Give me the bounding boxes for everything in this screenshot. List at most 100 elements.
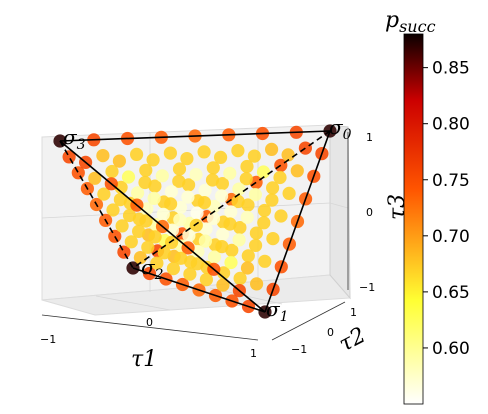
data-point [241, 198, 255, 212]
data-point [198, 234, 212, 248]
data-point [131, 186, 145, 200]
data-point [256, 165, 271, 179]
data-point [115, 219, 129, 233]
data-point [290, 164, 304, 178]
data-point [132, 224, 146, 238]
data-point [215, 189, 229, 203]
data-point [240, 159, 254, 174]
vertex-label: σ3 [63, 125, 86, 153]
data-point [274, 209, 288, 223]
data-point [172, 162, 187, 176]
data-point [190, 257, 204, 271]
data-point [88, 171, 102, 185]
data-point [281, 148, 295, 162]
data-point [206, 211, 221, 226]
colorbar-gradient [403, 33, 424, 405]
data-point [62, 150, 76, 164]
data-point [173, 200, 188, 215]
data-point [214, 150, 228, 164]
data-point [198, 183, 212, 197]
data-point [164, 197, 178, 211]
edge [264, 130, 331, 313]
vertex-label: σ2 [141, 255, 164, 283]
data-point [232, 233, 246, 247]
data-point [249, 238, 263, 252]
data-point [139, 163, 153, 177]
data-point [121, 170, 136, 184]
data-point [273, 170, 287, 185]
data-point [97, 187, 111, 201]
data-point [189, 218, 203, 232]
data-point [232, 182, 246, 196]
data-points [53, 124, 337, 319]
data-point [197, 196, 211, 210]
data-point [224, 205, 238, 219]
data-point [133, 251, 147, 265]
data-point [165, 235, 179, 249]
data-point [117, 245, 131, 259]
data-point [247, 149, 261, 163]
data-point [166, 262, 180, 276]
data-point [215, 240, 229, 254]
data-point [257, 203, 272, 218]
data-point [156, 207, 170, 221]
y-axis-label: τ2 [335, 323, 370, 357]
data-point [257, 216, 271, 230]
data-point [225, 243, 239, 257]
hidden-edge [59, 140, 134, 269]
data-point [233, 271, 247, 285]
data-point [105, 164, 119, 179]
vertex-label: σ1 [266, 297, 289, 325]
data-point [215, 177, 229, 191]
data-point [71, 166, 85, 180]
edge [59, 140, 266, 313]
z-tick-label: 0 [366, 206, 373, 219]
axis-lines [41, 132, 349, 341]
y-tick-labels: −1 0 1 [291, 306, 357, 356]
data-point [174, 251, 188, 265]
data-point [190, 206, 204, 220]
data-point [181, 190, 195, 204]
colorbar-tick-label: 0.80 [432, 115, 470, 135]
data-point [163, 146, 177, 160]
data-point [266, 181, 280, 195]
data-point [165, 223, 179, 237]
data-point [112, 154, 126, 168]
data-point [197, 145, 211, 159]
edge [59, 130, 331, 142]
data-point [189, 167, 203, 182]
data-point [266, 232, 280, 246]
colorbar-tick-label: 0.60 [432, 339, 470, 359]
data-point [239, 172, 253, 186]
data-point [148, 179, 162, 193]
data-point [146, 153, 160, 167]
data-point [216, 278, 230, 292]
data-point [205, 173, 220, 187]
data-point [250, 277, 264, 291]
y-tick-label: 1 [350, 306, 357, 319]
data-point [240, 210, 254, 224]
data-point [157, 246, 171, 260]
data-point [150, 256, 164, 270]
data-point [207, 250, 222, 264]
data-point [224, 255, 238, 270]
data-point [249, 226, 263, 240]
right-pane [329, 124, 351, 300]
y-tick-label: −1 [291, 343, 307, 356]
data-point [248, 188, 262, 202]
data-point [180, 152, 194, 166]
data-point [223, 217, 237, 231]
colorbar-tick-label: 0.70 [432, 227, 470, 247]
z-tick-label: −1 [359, 281, 375, 294]
data-point [240, 261, 255, 275]
data-point [147, 191, 161, 205]
colorbar-tick-label: 0.65 [432, 283, 470, 303]
data-point [139, 214, 153, 228]
data-point [241, 249, 255, 263]
z-tick-labels: −1 0 1 [359, 131, 375, 294]
data-point [122, 208, 137, 223]
colorbar-tick-label: 0.75 [432, 171, 470, 191]
data-point [231, 194, 245, 208]
data-point [141, 240, 155, 254]
